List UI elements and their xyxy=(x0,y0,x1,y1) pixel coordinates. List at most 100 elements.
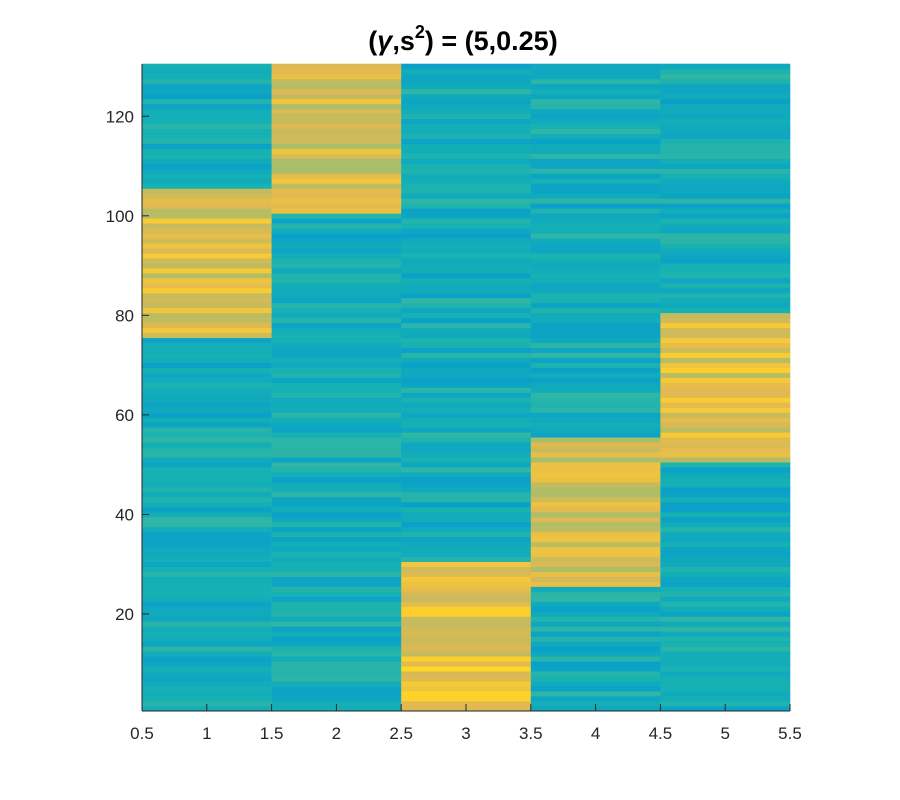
heatmap-cell xyxy=(142,561,272,567)
heatmap-cell xyxy=(401,213,532,219)
heatmap-cell xyxy=(530,118,661,125)
heatmap-cell xyxy=(401,292,532,299)
heatmap-cell xyxy=(530,427,661,433)
heatmap-cell xyxy=(530,68,661,75)
heatmap-cell xyxy=(142,203,272,209)
heatmap-cell xyxy=(530,636,661,642)
heatmap-cell xyxy=(530,566,661,572)
heatmap-cell xyxy=(660,641,791,647)
heatmap-cell xyxy=(271,272,402,279)
heatmap-cell xyxy=(660,387,791,393)
heatmap-cell xyxy=(142,541,272,548)
heatmap-cell xyxy=(142,660,272,667)
heatmap-cell xyxy=(660,481,791,488)
heatmap-cell xyxy=(142,417,272,423)
heatmap-cell xyxy=(271,208,402,214)
heatmap-cell xyxy=(660,342,791,348)
heatmap-cell xyxy=(271,158,402,164)
heatmap-cell xyxy=(401,252,532,259)
heatmap-cell xyxy=(142,267,272,274)
heatmap-cell xyxy=(142,292,272,299)
heatmap-cell xyxy=(271,646,402,652)
heatmap-cell xyxy=(530,695,661,702)
heatmap-cell xyxy=(401,616,532,622)
heatmap-cell xyxy=(142,626,272,632)
heatmap-cell xyxy=(142,695,272,702)
heatmap-cell xyxy=(660,347,791,353)
heatmap-cell xyxy=(401,307,532,314)
heatmap-cell xyxy=(530,486,661,493)
heatmap-cell xyxy=(271,103,402,110)
heatmap-cell xyxy=(271,441,402,448)
heatmap-cell xyxy=(271,680,402,687)
heatmap-cell xyxy=(142,148,272,154)
heatmap-cell xyxy=(401,168,532,174)
heatmap-cell xyxy=(271,73,402,80)
heatmap-cell xyxy=(660,98,791,105)
heatmap-cell xyxy=(142,347,272,353)
heatmap-cell xyxy=(401,536,532,543)
heatmap-cell xyxy=(660,511,791,518)
heatmap-cell xyxy=(530,282,661,289)
heatmap-cell xyxy=(271,232,402,239)
heatmap-cell xyxy=(142,332,272,339)
heatmap-cell xyxy=(271,402,402,408)
heatmap-cell xyxy=(660,108,791,115)
heatmap-cell xyxy=(271,133,402,139)
heatmap-cell xyxy=(142,665,272,672)
heatmap-cell xyxy=(660,78,791,85)
heatmap-cell xyxy=(530,675,661,682)
heatmap-cell xyxy=(401,222,532,229)
heatmap-cell xyxy=(530,655,661,662)
heatmap-cell xyxy=(401,178,532,184)
heatmap-cell xyxy=(271,322,402,329)
heatmap-cell xyxy=(660,133,791,139)
heatmap-cell xyxy=(401,521,532,528)
heatmap-cell xyxy=(530,665,661,672)
heatmap-cell xyxy=(660,596,791,602)
heatmap-cell xyxy=(401,506,532,513)
heatmap-cell xyxy=(401,347,532,353)
heatmap-cell xyxy=(530,516,661,523)
x-tick-label: 1.5 xyxy=(260,724,284,743)
heatmap-cell xyxy=(401,561,532,567)
heatmap-cell xyxy=(401,481,532,488)
heatmap-cell xyxy=(271,337,402,344)
y-tick-label: 100 xyxy=(106,207,134,226)
heatmap-cell xyxy=(530,611,661,617)
heatmap-cell xyxy=(530,387,661,393)
heatmap-cell xyxy=(142,312,272,319)
heatmap-cell xyxy=(271,78,402,85)
heatmap-cell xyxy=(660,601,791,607)
x-tick-label: 2 xyxy=(332,724,341,743)
heatmap-cell xyxy=(142,113,272,120)
heatmap-cell xyxy=(142,93,272,100)
heatmap-cell xyxy=(142,98,272,105)
heatmap-cell xyxy=(401,690,532,697)
heatmap-cell xyxy=(142,227,272,234)
heatmap-cell xyxy=(401,471,532,478)
heatmap-cell xyxy=(660,446,791,453)
heatmap-cell xyxy=(660,491,791,498)
x-tick-label: 1 xyxy=(202,724,211,743)
heatmap-cell xyxy=(530,138,661,144)
heatmap-cell xyxy=(660,217,791,224)
heatmap-cell xyxy=(660,586,791,592)
heatmap-cell xyxy=(660,650,791,657)
heatmap-cell xyxy=(142,297,272,304)
heatmap-cell xyxy=(530,685,661,692)
heatmap-cell xyxy=(660,183,791,189)
x-tick-label: 2.5 xyxy=(389,724,413,743)
x-tick-label: 0.5 xyxy=(130,724,154,743)
heatmap-cell xyxy=(530,158,661,164)
heatmap-cell xyxy=(401,501,532,508)
heatmap-cell xyxy=(271,372,402,378)
heatmap-cell xyxy=(401,153,532,159)
heatmap-cell xyxy=(660,402,791,408)
heatmap-cell xyxy=(660,367,791,373)
heatmap-cell xyxy=(271,377,402,383)
heatmap-cell xyxy=(142,596,272,602)
heatmap-cell xyxy=(530,143,661,149)
y-tick-label: 80 xyxy=(115,306,134,325)
heatmap-cell xyxy=(401,581,532,587)
